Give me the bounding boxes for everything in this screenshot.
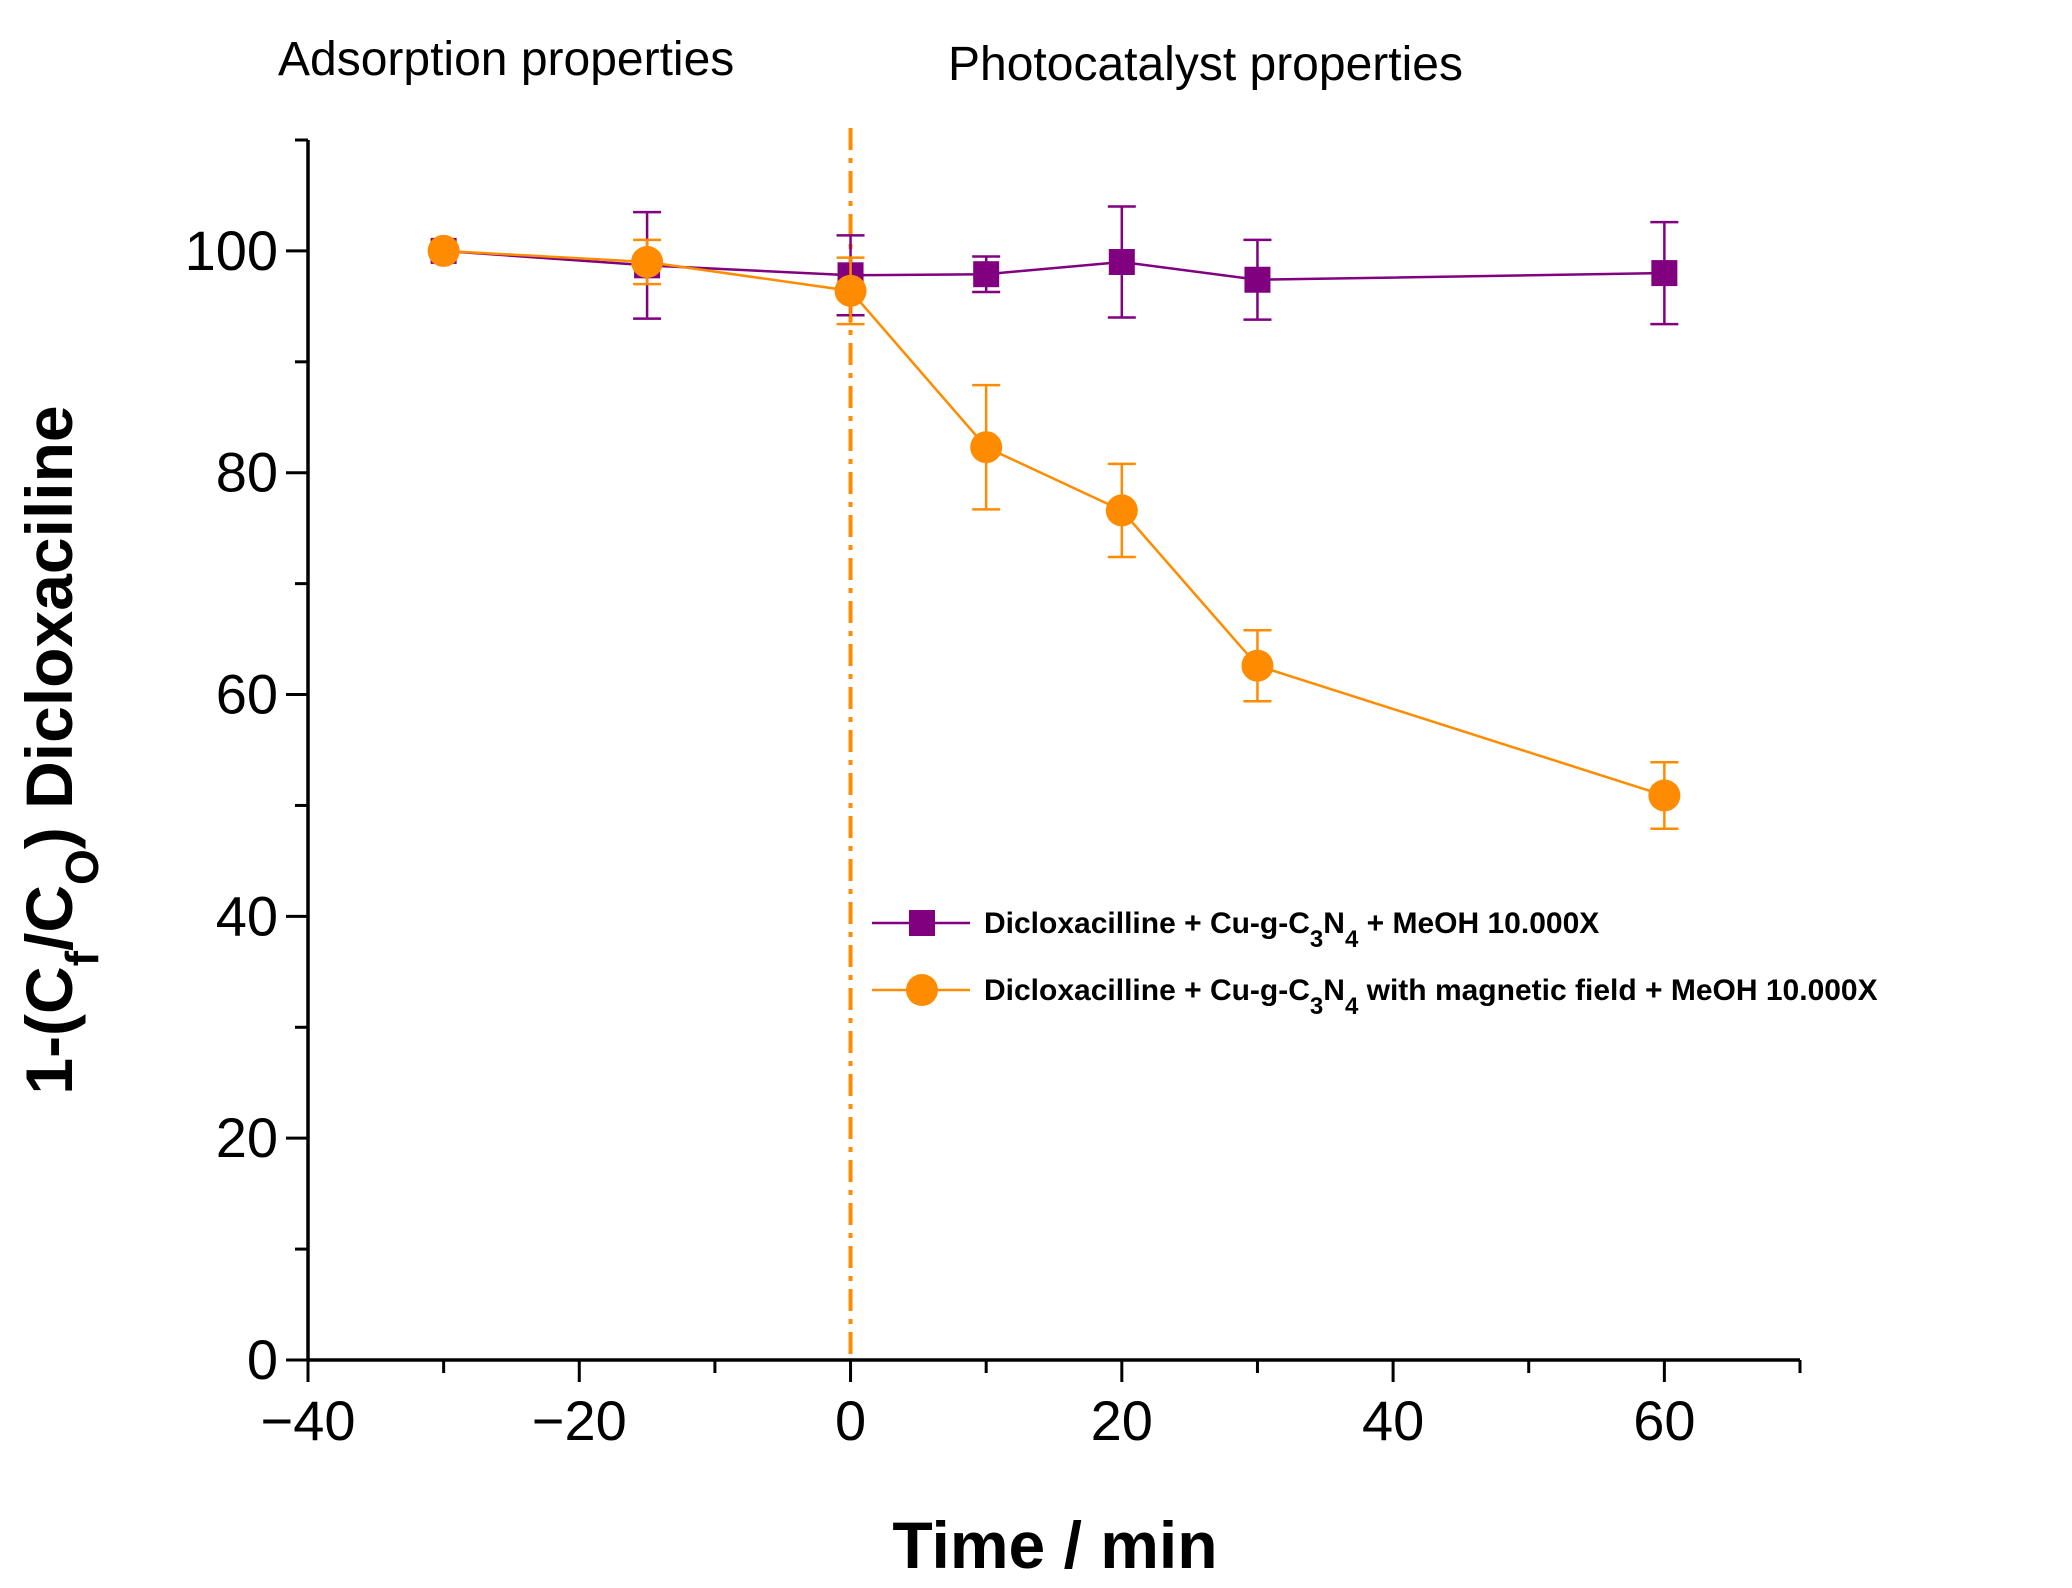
data-point-square bbox=[1244, 266, 1271, 293]
series-line bbox=[443, 249, 1665, 797]
x-axis-title: Time / min bbox=[892, 1508, 1217, 1582]
adsorption-region-label: Adsorption properties bbox=[278, 33, 734, 86]
data-point-circle bbox=[834, 274, 867, 307]
data-point-circle bbox=[1105, 494, 1138, 527]
legend-marker-circle bbox=[906, 974, 938, 1006]
data-point-circle bbox=[1241, 649, 1274, 682]
x-tick-label: 60 bbox=[1633, 1389, 1695, 1452]
data-point-square bbox=[1651, 260, 1678, 287]
y-tick-label: 20 bbox=[216, 1106, 278, 1169]
x-tick-label: −40 bbox=[261, 1389, 356, 1452]
data-point-circle bbox=[631, 246, 664, 278]
plot-area bbox=[427, 128, 1681, 1360]
legend-entry-purple-series: Dicloxacilline + Cu-g-C3N4 + MeOH 10.000… bbox=[872, 907, 1599, 953]
legend-entry-orange-series: Dicloxacilline + Cu-g-C3N4 with magnetic… bbox=[872, 974, 1878, 1020]
x-tick-label: 40 bbox=[1362, 1389, 1424, 1452]
y-tick-label: 0 bbox=[247, 1328, 278, 1391]
data-point-circle bbox=[970, 431, 1003, 464]
legend-marker-square bbox=[909, 910, 935, 936]
series-orange bbox=[427, 234, 1681, 830]
data-point-circle bbox=[1648, 779, 1681, 812]
series-purple bbox=[429, 205, 1679, 326]
data-point-circle bbox=[427, 234, 460, 267]
x-tick-label: −20 bbox=[532, 1389, 627, 1452]
data-point-square bbox=[973, 261, 1000, 288]
legend-label-orange-series: Dicloxacilline + Cu-g-C3N4 with magnetic… bbox=[984, 974, 1878, 1020]
axes-layer: −40 −20 0 20 40 60 0 20 40 60 80 100 bbox=[185, 138, 1802, 1452]
x-tick-label: 20 bbox=[1091, 1389, 1153, 1452]
data-point-square bbox=[1108, 249, 1135, 275]
photocatalyst-region-label: Photocatalyst properties bbox=[948, 38, 1463, 91]
y-axis-title: 1-(Cf/CO) Dicloxaciline bbox=[12, 405, 108, 1094]
legend: Dicloxacilline + Cu-g-C3N4 + MeOH 10.000… bbox=[872, 907, 1878, 1020]
legend-label-purple-series: Dicloxacilline + Cu-g-C3N4 + MeOH 10.000… bbox=[984, 907, 1599, 953]
y-tick-label: 80 bbox=[216, 441, 278, 504]
y-tick-label: 100 bbox=[185, 219, 278, 282]
x-tick-label: 0 bbox=[835, 1389, 866, 1452]
y-tick-label: 40 bbox=[216, 884, 278, 947]
series-line bbox=[443, 249, 1665, 281]
y-tick-label: 60 bbox=[216, 663, 278, 726]
